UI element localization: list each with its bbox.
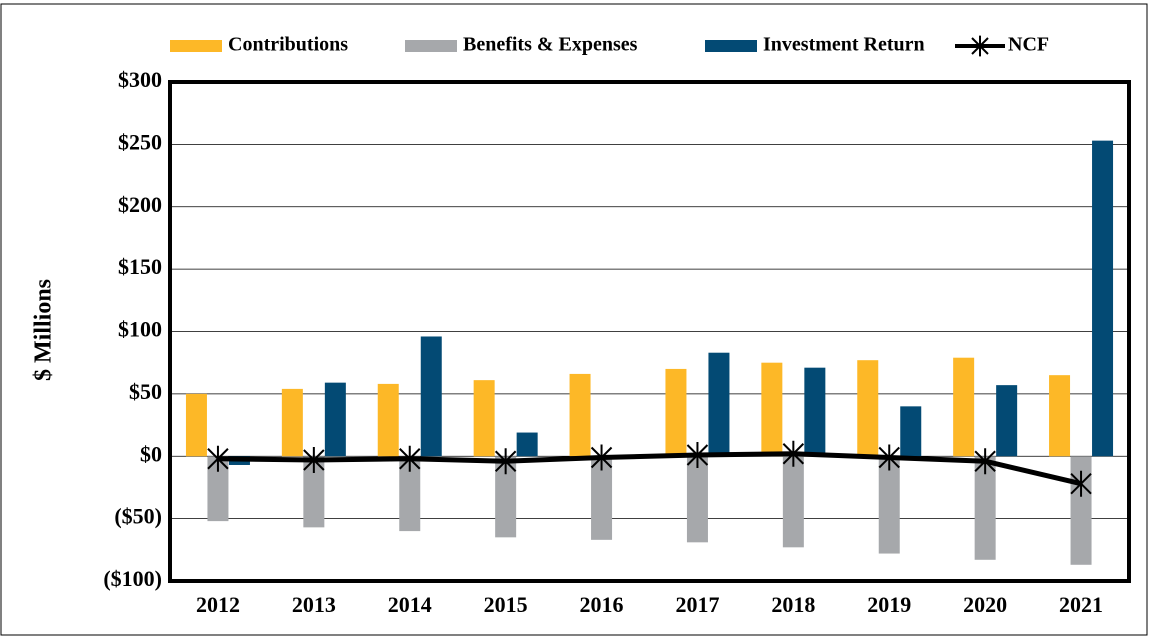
bar xyxy=(281,388,303,457)
bar xyxy=(665,368,687,457)
bar xyxy=(399,456,421,532)
y-tick-label: $0 xyxy=(140,441,162,466)
x-tick-label: 2021 xyxy=(1059,592,1103,617)
legend-label: Benefits & Expenses xyxy=(463,34,638,56)
bar xyxy=(324,382,346,457)
x-tick-label: 2014 xyxy=(388,592,432,617)
plot-border xyxy=(168,80,1131,583)
legend-label: NCF xyxy=(1008,34,1049,56)
bar xyxy=(1092,140,1114,457)
frame xyxy=(0,3,1148,636)
line-marker xyxy=(590,444,613,471)
bar xyxy=(857,360,879,457)
x-tick-label: 2013 xyxy=(292,592,336,617)
legend-label: Investment Return xyxy=(763,34,925,56)
bar xyxy=(473,380,495,457)
bar xyxy=(185,393,207,457)
line-marker xyxy=(686,442,709,469)
bar xyxy=(516,432,538,457)
bar xyxy=(900,406,922,457)
y-tick-label: $50 xyxy=(129,379,162,404)
y-tick-label: $150 xyxy=(118,254,162,279)
bar xyxy=(303,456,325,528)
bar xyxy=(377,383,399,457)
x-tick-label: 2016 xyxy=(580,592,624,617)
legend-swatch xyxy=(405,40,457,52)
x-tick-label: 2019 xyxy=(867,592,911,617)
bar xyxy=(420,336,442,457)
bar xyxy=(804,367,826,457)
bar xyxy=(569,373,591,457)
y-tick-label: $200 xyxy=(118,192,162,217)
line xyxy=(217,451,1082,487)
line-marker xyxy=(494,448,517,475)
legend-swatch xyxy=(170,40,222,52)
line-marker xyxy=(878,444,900,471)
legend-marker xyxy=(971,35,989,57)
bar xyxy=(1049,375,1071,457)
bar xyxy=(782,456,804,548)
line-marker xyxy=(303,446,325,473)
y-tick-label: ($100) xyxy=(103,566,162,591)
bar xyxy=(207,456,229,522)
y-tick-label: ($50) xyxy=(114,504,162,529)
x-tick-label: 2017 xyxy=(675,592,719,617)
bar xyxy=(878,456,900,554)
line-marker xyxy=(782,440,805,467)
bar xyxy=(996,385,1018,457)
y-tick-label: $300 xyxy=(118,67,162,92)
line-marker xyxy=(399,445,421,472)
y-tick-label: $100 xyxy=(118,317,162,342)
bar xyxy=(495,456,517,538)
line-marker xyxy=(974,448,996,475)
bar xyxy=(974,456,996,560)
y-tick-label: $250 xyxy=(118,129,162,154)
bar xyxy=(708,352,730,457)
legend-label: Contributions xyxy=(228,34,348,56)
x-tick-label: 2018 xyxy=(771,592,815,617)
bar xyxy=(686,456,708,543)
bar xyxy=(953,357,975,457)
line-marker xyxy=(1070,470,1092,497)
x-tick-label: 2020 xyxy=(963,592,1007,617)
x-tick-label: 2012 xyxy=(196,592,240,617)
bar xyxy=(591,456,613,540)
y-axis-label: $ Millions xyxy=(31,279,57,381)
legend-swatch xyxy=(705,40,757,52)
x-tick-label: 2015 xyxy=(484,592,528,617)
line-marker xyxy=(207,445,229,472)
bar xyxy=(761,362,783,457)
